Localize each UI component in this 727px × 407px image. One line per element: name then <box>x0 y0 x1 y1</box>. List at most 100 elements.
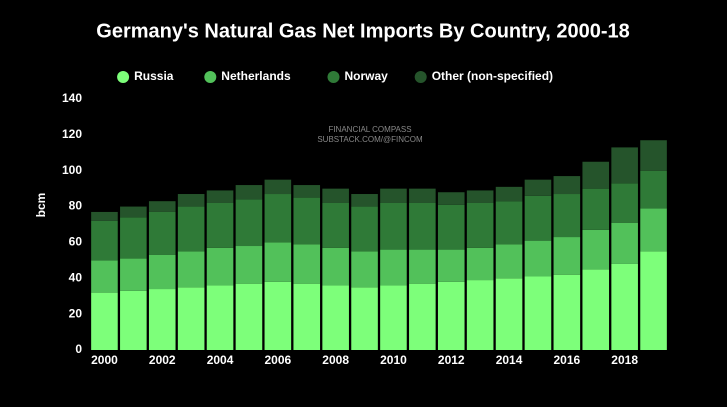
watermark: SUBSTACK.COM/@FINCOM <box>317 135 423 144</box>
bar-segment <box>495 201 523 245</box>
bar-segment <box>148 289 176 350</box>
y-tick-label: 140 <box>62 91 82 105</box>
bar-segment <box>293 283 321 350</box>
watermark: FINANCIAL COMPASS <box>328 125 411 134</box>
bar-segment <box>206 202 234 248</box>
chart-title: Germany's Natural Gas Net Imports By Cou… <box>96 20 629 42</box>
bar-segment <box>91 220 118 261</box>
bar-segment <box>206 285 234 350</box>
bar-segment <box>91 260 118 293</box>
bar-segment <box>495 186 523 202</box>
bar-segment <box>553 194 581 238</box>
bar-segment <box>293 185 321 198</box>
x-tick-label: 2014 <box>496 353 523 367</box>
bar-segment <box>611 147 638 184</box>
bar-segment <box>120 258 147 291</box>
bar-segment <box>524 179 552 196</box>
bar-segment <box>553 237 581 275</box>
bar-segment <box>640 208 667 252</box>
bar-segment <box>148 201 176 212</box>
bar-segment <box>235 199 263 247</box>
bar-segment <box>351 194 378 207</box>
y-tick-label: 80 <box>69 199 83 213</box>
bar-segment <box>409 202 436 250</box>
bar-segment <box>409 188 436 203</box>
x-tick-label: 2016 <box>553 353 580 367</box>
bar-segment <box>640 140 667 171</box>
bar-segment <box>582 161 610 189</box>
legend-label: Russia <box>134 69 174 83</box>
legend-label: Netherlands <box>221 69 291 83</box>
bar-segment <box>120 206 147 218</box>
x-tick-label: 2010 <box>380 353 407 367</box>
bar-segment <box>437 204 465 250</box>
bar-segment <box>120 217 147 259</box>
legend-marker <box>117 71 130 83</box>
bar-segment <box>409 283 436 350</box>
bar-segment <box>380 285 407 350</box>
y-tick-label: 120 <box>62 127 82 141</box>
x-tick-label: 2012 <box>438 353 465 367</box>
y-tick-label: 60 <box>69 235 83 249</box>
bar-segment <box>177 206 205 252</box>
y-tick-label: 0 <box>75 342 82 356</box>
bar-segment <box>264 281 292 350</box>
y-tick-label: 20 <box>69 306 83 320</box>
bar-segment <box>206 247 234 286</box>
bar-segment <box>495 244 523 279</box>
bar-segment <box>120 290 147 350</box>
bar-segment <box>351 287 378 350</box>
bar-segment <box>611 263 638 350</box>
bar-segment <box>206 190 234 203</box>
bar-segment <box>177 287 205 350</box>
bar-segment <box>264 179 292 195</box>
y-tick-label: 40 <box>69 270 83 284</box>
bar-segment <box>582 269 610 350</box>
bar-segment <box>264 194 292 243</box>
bar-segment <box>524 240 552 277</box>
x-tick-label: 2004 <box>207 353 234 367</box>
bar-segment <box>380 202 407 250</box>
bar-segment <box>91 292 118 350</box>
bar-segment <box>611 183 638 223</box>
bar-segment <box>322 285 349 350</box>
bar-segment <box>640 251 667 350</box>
bar-segment <box>611 222 638 264</box>
bar-segment <box>322 202 349 248</box>
x-tick-label: 2002 <box>149 353 176 367</box>
bar-segment <box>293 197 321 245</box>
legend-marker <box>327 71 340 83</box>
bar-segment <box>148 211 176 255</box>
bar-segment <box>582 188 610 230</box>
bar-segment <box>293 244 321 284</box>
bar-segment <box>524 276 552 350</box>
legend-marker <box>204 71 217 83</box>
bar-segment <box>264 242 292 282</box>
legend: Russia Netherlands Norway Other (non-specif… <box>117 69 553 83</box>
bar-segment <box>466 280 494 350</box>
legend-label: Norway <box>345 69 389 83</box>
bar-segment <box>380 249 407 286</box>
bar-segment <box>553 274 581 350</box>
bar-segment <box>553 176 581 195</box>
y-axis-label: bcm <box>34 193 48 218</box>
bar-segment <box>495 278 523 350</box>
x-tick-label: 2006 <box>264 353 291 367</box>
bar-segment <box>177 251 205 288</box>
bar-segment <box>437 192 465 205</box>
bar-segment <box>351 206 378 252</box>
bar-segment <box>351 251 378 288</box>
bar-segment <box>582 229 610 270</box>
bar-segment <box>380 188 407 203</box>
bar-segment <box>322 188 349 203</box>
bar-segment <box>437 281 465 350</box>
bar-segment <box>91 211 118 221</box>
legend-label: Other (non-specified) <box>432 69 553 83</box>
bar-segment <box>322 247 349 286</box>
bar-segment <box>177 194 205 207</box>
bar-segment <box>437 249 465 282</box>
x-tick-label: 2018 <box>611 353 638 367</box>
y-tick-label: 100 <box>62 163 82 177</box>
bar-segment <box>235 283 263 350</box>
